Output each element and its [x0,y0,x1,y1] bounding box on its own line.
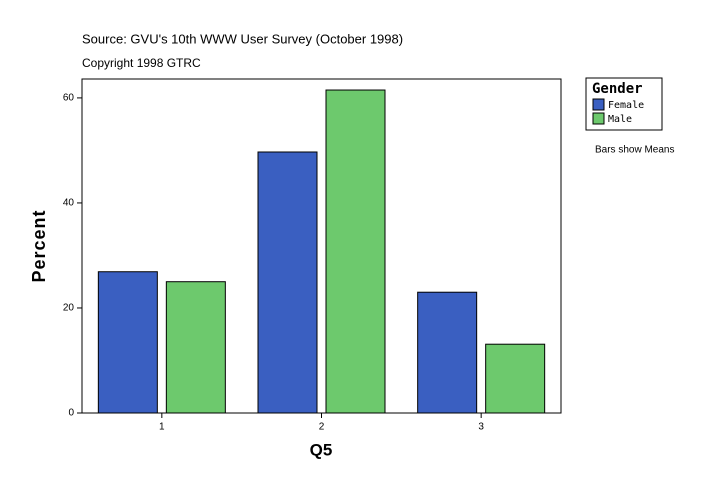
x-tick-label: 1 [159,422,165,433]
bar [257,151,318,414]
legend-label: Male [608,114,632,125]
legend-swatch [592,98,605,111]
chart-title: Source: GVU's 10th WWW User Survey (Octo… [82,31,403,46]
x-tick-label: 3 [478,422,484,433]
y-tick-label: 20 [63,303,75,314]
legend-title: Gender [592,81,643,97]
bar [165,281,226,414]
x-tick-label: 2 [319,422,325,433]
bar [485,343,546,414]
legend-label: Female [608,100,644,111]
x-axis-label: Q5 [310,440,333,459]
y-axis-label: Percent [29,209,49,282]
y-tick-label: 60 [63,93,75,104]
y-tick-label: 0 [68,408,74,419]
plot-area [81,78,562,414]
chart-subtitle: Copyright 1998 GTRC [82,56,201,70]
annotation: Bars show Means [595,145,674,156]
bar [417,291,478,414]
legend-swatch [592,112,605,125]
y-tick-label: 40 [63,198,75,209]
bar [325,89,386,414]
bar [97,271,158,414]
